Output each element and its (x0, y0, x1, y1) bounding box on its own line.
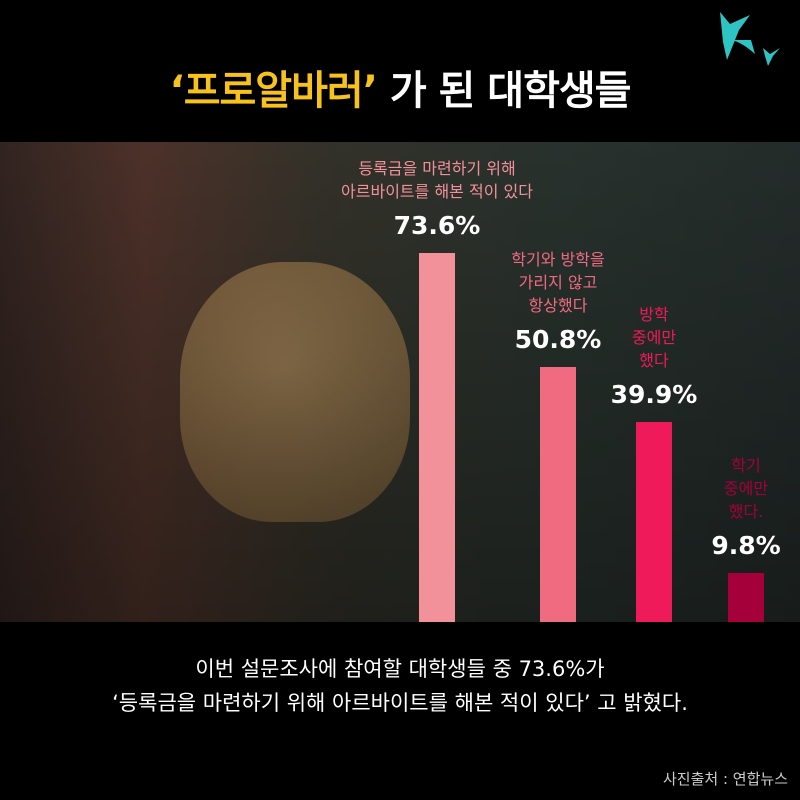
title-rest: 가 된 대학생들 (376, 68, 632, 114)
bar-1 (540, 367, 576, 622)
page-title: ‘프로알바러’ 가 된 대학생들 (0, 58, 800, 116)
value-label: 50.8% (514, 325, 602, 355)
bar-2 (636, 421, 672, 622)
swallow-birds-logo-icon (720, 12, 780, 66)
bar-chart: 73.6% 등록금을 마련하기 위해 아르바이트를 해본 적이 있다 50.8% 학기… (0, 142, 800, 622)
category-label: 등록금을 마련하기 위해 아르바이트를 해본 적이 있다 (341, 159, 533, 201)
caption: 이번 설문조사에 참여할 대학생들 중 73.6%가 ‘등록금을 마련하기 위해… (0, 652, 800, 720)
bar-0 (419, 253, 455, 622)
cat-mascot (180, 262, 410, 522)
value-label: 9.8% (711, 530, 781, 560)
caption-line-2: ‘등록금을 마련하기 위해 아르바이트를 해본 적이 있다’ 고 밝혔다. (112, 691, 688, 715)
caption-line-1: 이번 설문조사에 참여할 대학생들 중 73.6%가 (195, 657, 605, 681)
category-label: 학기 중에만 했다. (723, 455, 769, 521)
bar-3 (728, 572, 764, 622)
value-label: 73.6% (393, 211, 481, 240)
category-label: 방학 중에만 했다 (631, 304, 677, 370)
photo-source: 사진출처 : 연합뉴스 (663, 770, 788, 788)
title-highlight: ‘프로알바러’ (169, 68, 378, 114)
value-label: 39.9% (610, 379, 698, 409)
category-label: 학기와 방학을 가리지 않고 항상했다 (511, 250, 605, 316)
